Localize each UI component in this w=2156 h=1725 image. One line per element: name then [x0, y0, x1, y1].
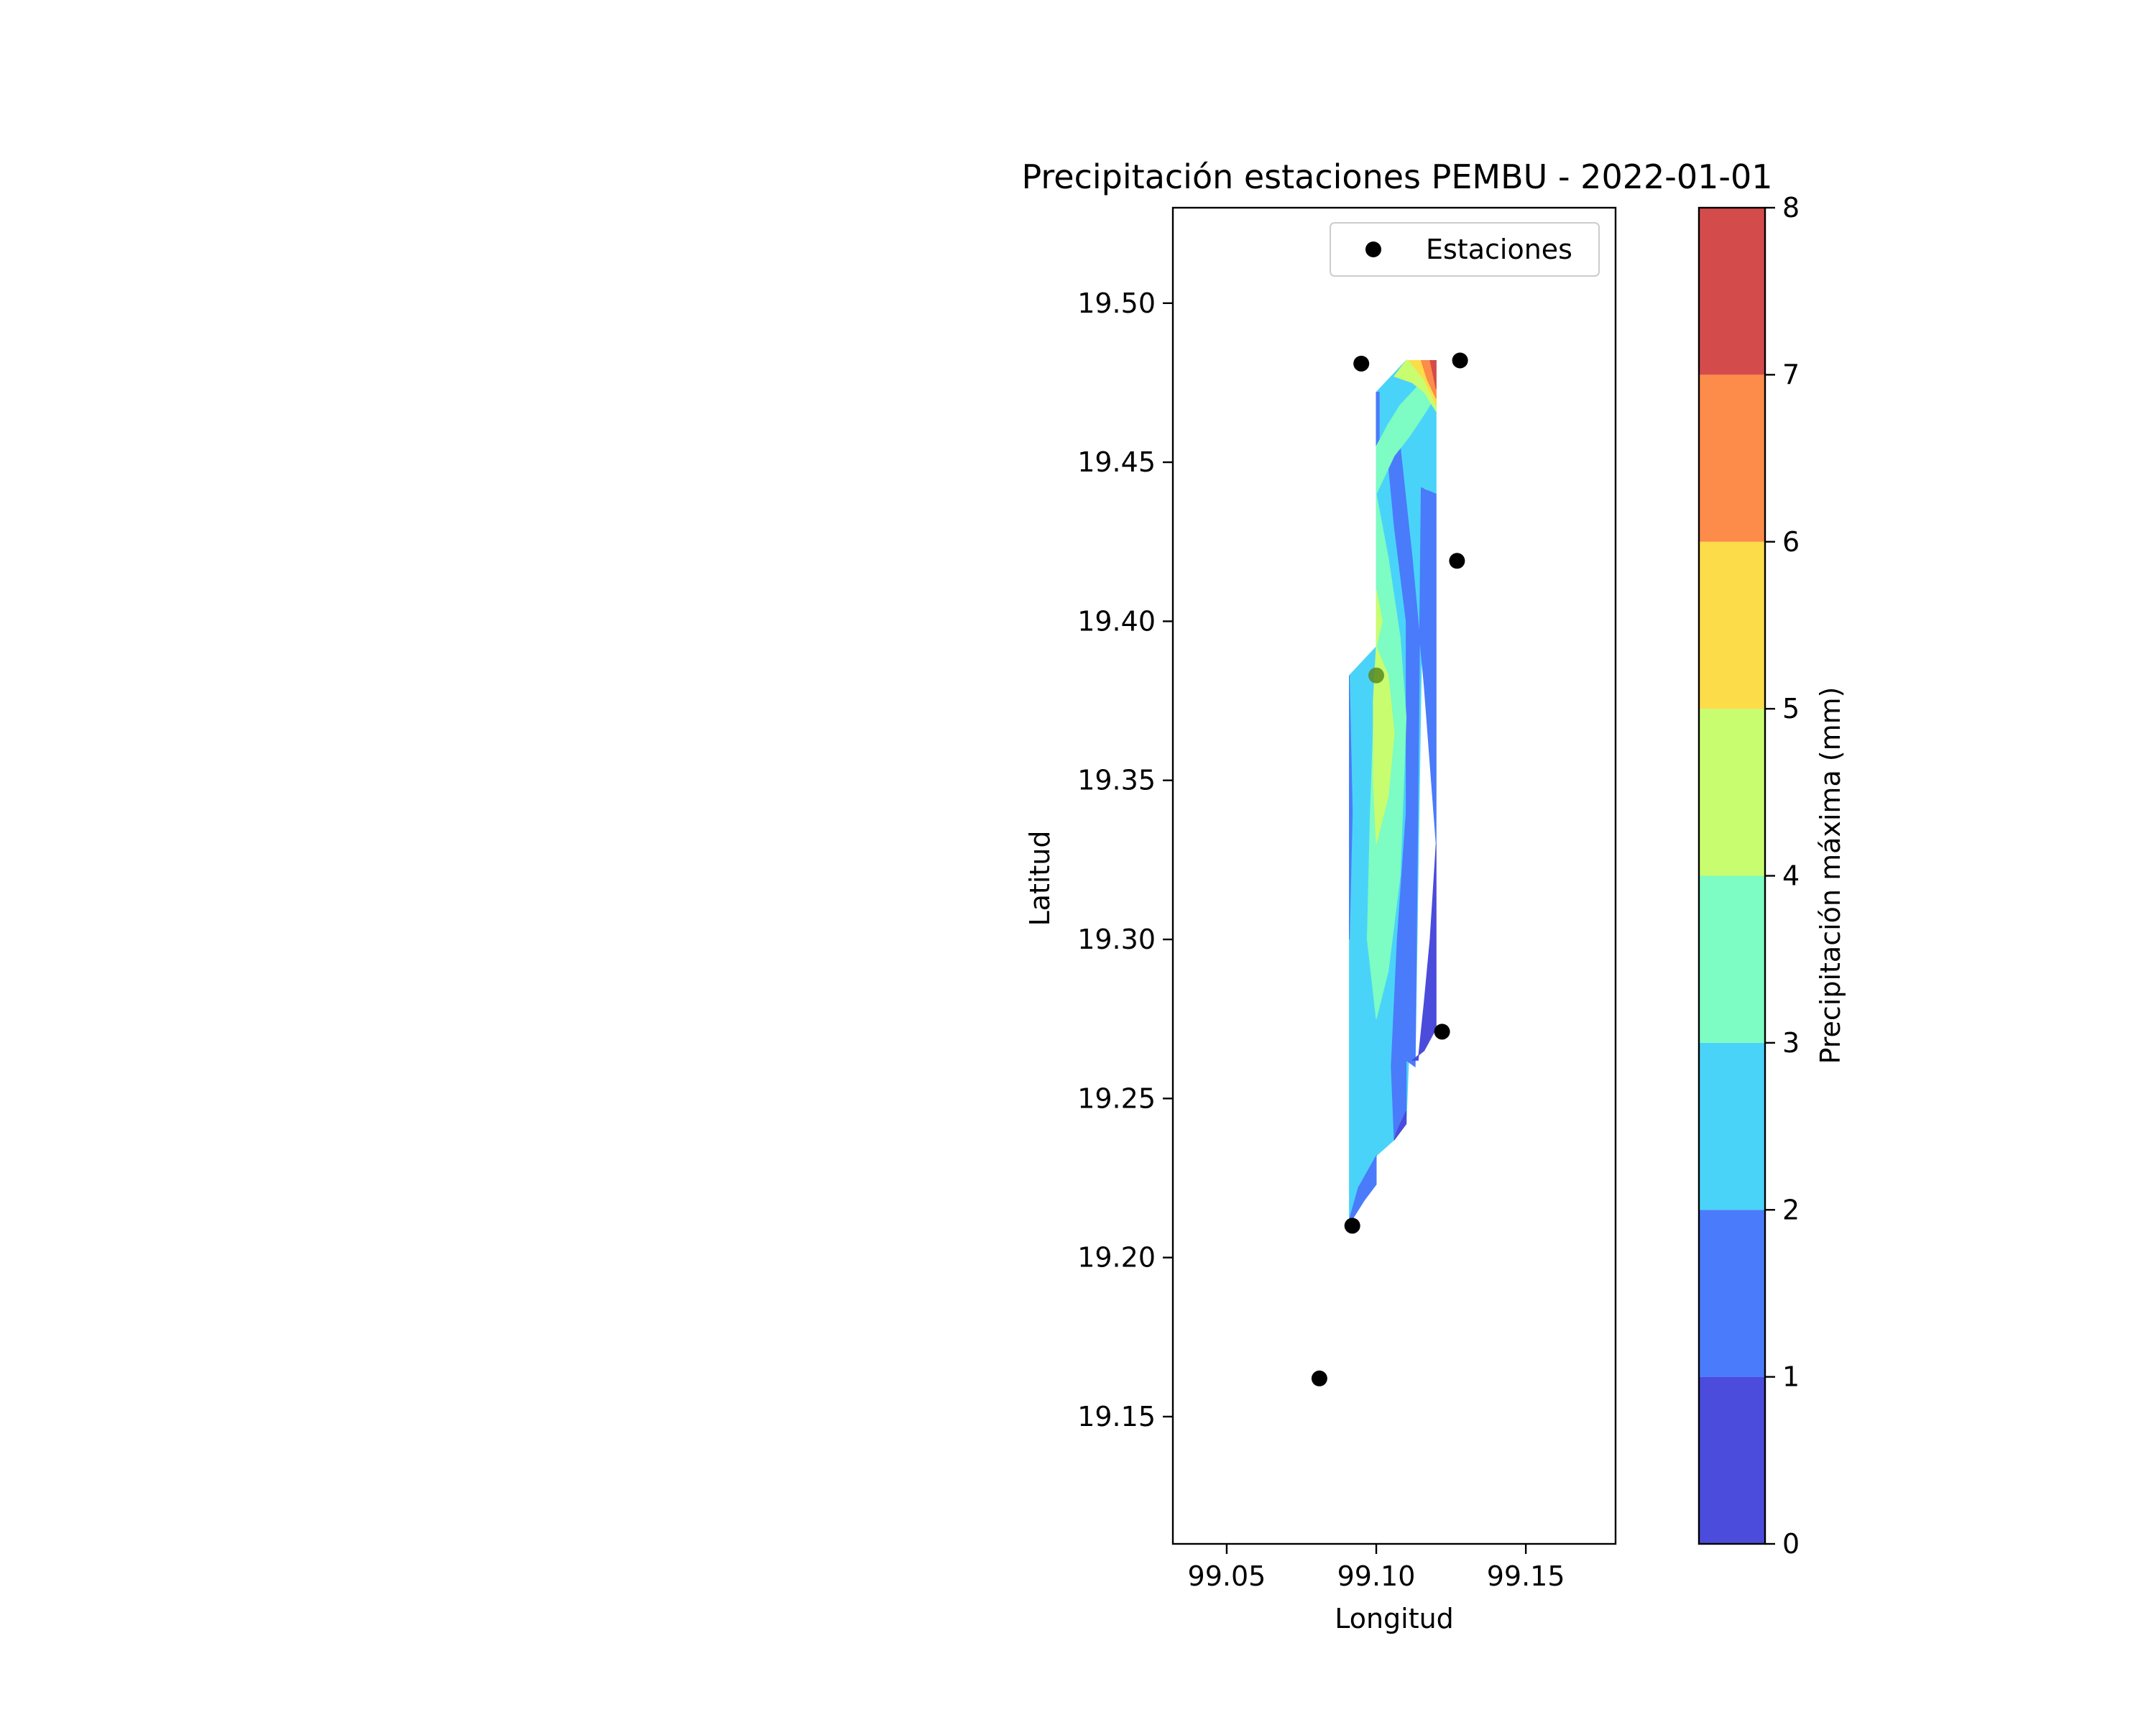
y-tick-label: 19.15 — [1077, 1401, 1156, 1432]
colorbar-tick-label: 1 — [1782, 1361, 1800, 1393]
y-tick-label: 19.50 — [1077, 288, 1156, 319]
station-point — [1449, 553, 1465, 569]
y-tick-label: 19.30 — [1077, 924, 1156, 955]
stations-layer — [1311, 352, 1468, 1386]
colorbar-segment — [1699, 1376, 1765, 1544]
x-tick-label: 99.15 — [1487, 1560, 1565, 1592]
colorbar-segment — [1699, 875, 1765, 1043]
colorbar-tick-label: 8 — [1782, 192, 1800, 224]
plot-frame — [1171, 206, 1617, 1545]
station-point — [1344, 1218, 1360, 1234]
station-point — [1368, 667, 1384, 684]
legend-label-stations: Estaciones — [1426, 234, 1572, 265]
colorbar-segment — [1699, 374, 1765, 542]
chart-title: Precipitación estaciones PEMBU - 2022-01… — [1021, 157, 1772, 196]
colorbar-tick-label: 6 — [1782, 526, 1800, 558]
y-axis: 19.15 19.20 19.25 19.30 19.35 19.40 19.45 19.50 — [1077, 288, 1173, 1432]
colorbar-tick-label: 2 — [1782, 1194, 1800, 1225]
y-tick-label: 19.35 — [1077, 765, 1156, 796]
station-point — [1452, 352, 1468, 369]
station-point — [1434, 1024, 1450, 1040]
y-tick-label: 19.40 — [1077, 605, 1156, 637]
y-axis-label: Latitud — [1024, 830, 1056, 926]
legend-box — [1330, 222, 1600, 277]
contour-region-level-0 — [1411, 844, 1437, 1061]
legend: Estaciones — [1330, 222, 1600, 277]
legend-marker-stations — [1365, 242, 1381, 257]
colorbar: 0 1 2 3 4 5 6 7 8 — [1697, 192, 1800, 1560]
colorbar-tick-label: 5 — [1782, 693, 1800, 724]
contour-region-level-0 — [1393, 1110, 1407, 1141]
colorbar-label: Precipitación máxima (mm) — [1815, 686, 1846, 1064]
x-tick-label: 99.05 — [1188, 1560, 1266, 1592]
contour-region-level-1 — [1388, 445, 1437, 1141]
colorbar-tick-label: 7 — [1782, 359, 1800, 390]
contour-region-level-7 — [1429, 360, 1437, 390]
station-point — [1353, 355, 1370, 372]
colorbar-segment — [1699, 709, 1765, 876]
contour-layer — [1348, 360, 1437, 1220]
colorbar-segment — [1699, 1210, 1765, 1377]
y-tick-label: 19.25 — [1077, 1082, 1156, 1114]
x-axis-label: Longitud — [1335, 1603, 1454, 1634]
y-tick-label: 19.45 — [1077, 446, 1156, 478]
colorbar-tick-label: 3 — [1782, 1027, 1800, 1059]
station-point — [1311, 1370, 1327, 1386]
colorbar-segment — [1699, 541, 1765, 709]
contour-region-level-4 — [1373, 646, 1395, 845]
y-tick-label: 19.20 — [1077, 1242, 1156, 1274]
plot-area — [1171, 206, 1617, 1545]
colorbar-segment — [1699, 1042, 1765, 1210]
contour-region-level-1 — [1349, 675, 1353, 940]
colorbar-segment — [1699, 208, 1765, 375]
colorbar-tick-label: 4 — [1782, 860, 1800, 892]
x-tick-label: 99.10 — [1337, 1560, 1416, 1592]
contour-region-level-4 — [1376, 589, 1383, 647]
x-axis: 99.05 99.10 99.15 — [1188, 1544, 1565, 1592]
colorbar-tick-label: 0 — [1782, 1528, 1800, 1560]
